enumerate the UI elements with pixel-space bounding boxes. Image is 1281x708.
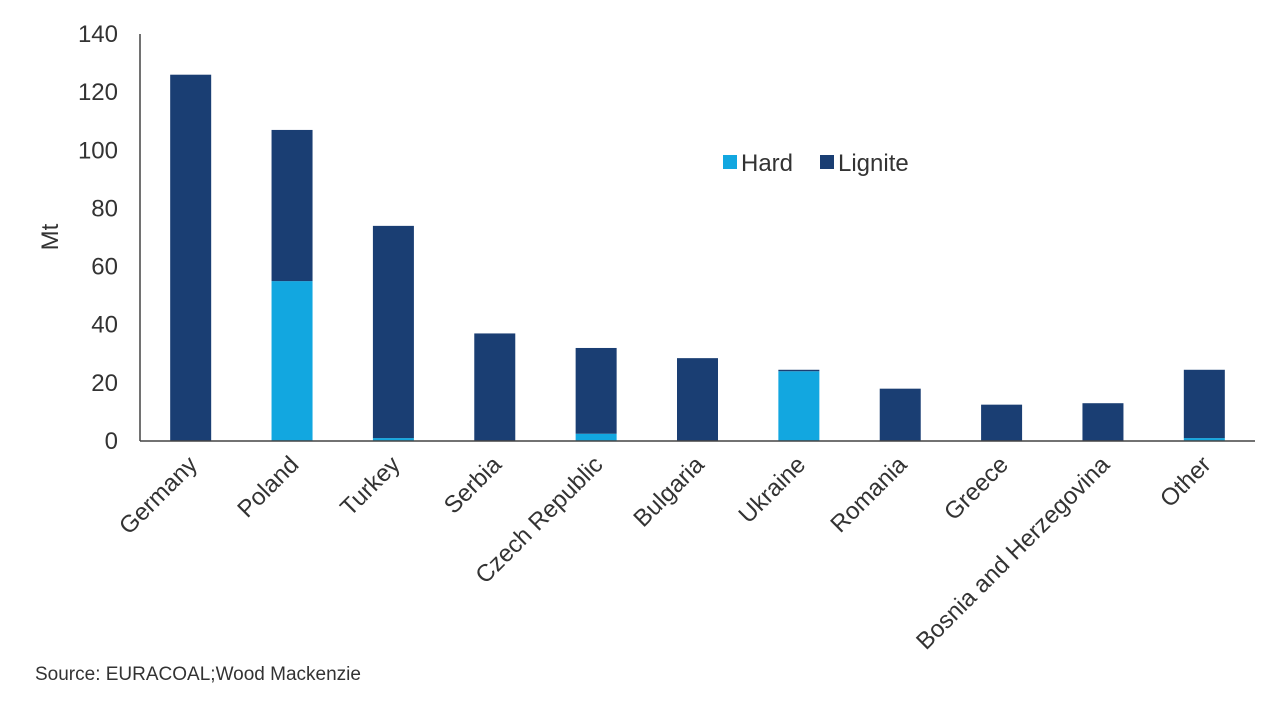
- bar-lignite-turkey: [372, 225, 414, 439]
- y-axis-label: Mt: [37, 223, 64, 250]
- y-tick-label: 120: [78, 79, 118, 106]
- x-category-label: Greece: [939, 451, 1014, 526]
- legend-swatch-hard: [723, 155, 737, 169]
- bar-lignite-greece: [981, 404, 1023, 441]
- bar-hard-czech-republic: [575, 433, 617, 441]
- x-category-label: Poland: [232, 451, 304, 523]
- bar-hard-turkey: [372, 438, 414, 441]
- y-tick-label: 20: [91, 370, 118, 397]
- legend-label-hard: Hard: [741, 150, 793, 177]
- bar-hard-poland: [271, 281, 313, 441]
- bar-lignite-germany: [170, 74, 212, 441]
- bar-lignite-other: [1183, 369, 1225, 439]
- bar-lignite-romania: [879, 388, 921, 441]
- bar-lignite-poland: [271, 129, 313, 282]
- x-category-label: Serbia: [439, 451, 508, 520]
- y-tick-label: 80: [91, 195, 118, 222]
- x-category-label: Bulgaria: [628, 451, 710, 533]
- y-tick-label: 140: [78, 21, 118, 48]
- legend-label-lignite: Lignite: [838, 150, 909, 177]
- source-note: Source: EURACOAL;Wood Mackenzie: [35, 664, 361, 685]
- y-tick-label: 40: [91, 312, 118, 339]
- y-tick-label: 0: [105, 428, 118, 455]
- x-category-label: Ukraine: [734, 451, 812, 529]
- bar-lignite-bosnia-and-herzegovina: [1082, 403, 1124, 441]
- x-category-label: Bosnia and Herzegovina: [911, 451, 1115, 655]
- bar-lignite-bulgaria: [677, 358, 718, 441]
- x-category-label: Romania: [825, 451, 912, 538]
- y-ticks: 0 20 40 60 80 100 120 140: [78, 21, 118, 455]
- bar-lignite-czech-republic: [575, 347, 617, 434]
- bar-hard-ukraine: [778, 371, 820, 441]
- bar-lignite-serbia: [474, 333, 516, 441]
- legend-swatch-lignite: [820, 155, 834, 169]
- y-tick-label: 100: [78, 137, 118, 164]
- y-tick-label: 60: [91, 254, 118, 281]
- bar-hard-other: [1183, 438, 1225, 441]
- bar-lignite-ukraine: [778, 369, 820, 372]
- x-category-label: Other: [1155, 451, 1217, 513]
- legend: Hard Lignite: [723, 150, 909, 177]
- bars: [170, 74, 1225, 441]
- x-category-label: Germany: [114, 451, 203, 540]
- x-category-label: Turkey: [335, 451, 405, 521]
